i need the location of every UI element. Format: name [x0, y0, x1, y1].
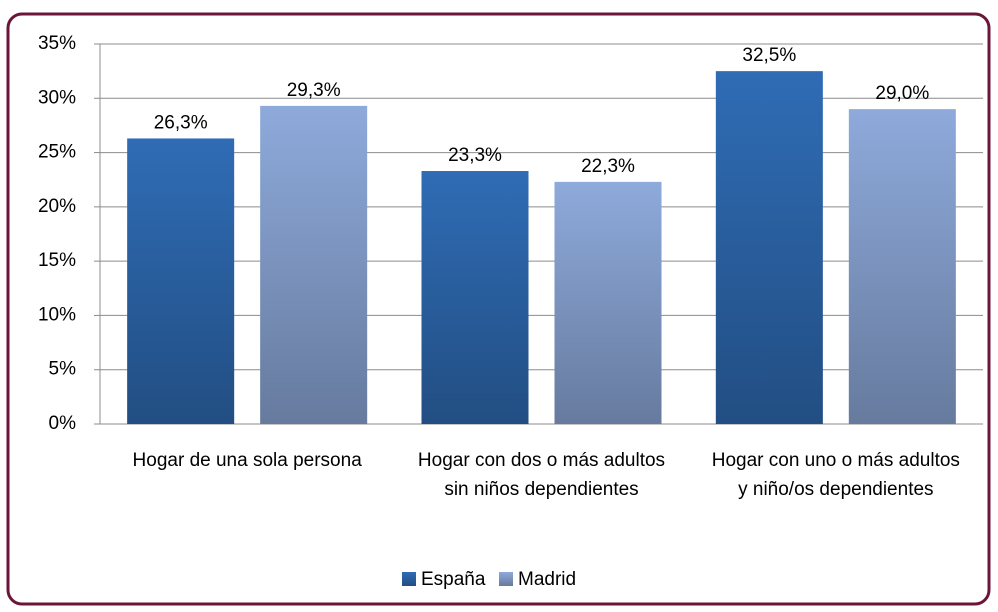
value-label: 26,3%	[154, 112, 208, 133]
bar	[848, 109, 956, 425]
bar	[260, 105, 368, 424]
y-tick-label: 30%	[38, 87, 76, 108]
bar	[127, 138, 235, 424]
y-tick-label: 15%	[38, 250, 76, 271]
legend-swatch-shade	[402, 572, 416, 586]
bar	[421, 171, 529, 424]
y-tick-label: 35%	[38, 33, 76, 54]
y-tick-label: 25%	[38, 142, 76, 163]
bar	[554, 181, 662, 424]
bar	[715, 71, 823, 425]
legend-label: Madrid	[518, 569, 576, 590]
legend-swatch-shade	[499, 572, 513, 586]
legend-label: España	[421, 569, 486, 590]
x-tick-label: Hogar de una sola persona	[132, 450, 362, 471]
value-label: 22,3%	[581, 156, 635, 177]
value-label: 29,0%	[875, 83, 929, 104]
value-label: 29,3%	[287, 80, 341, 101]
y-tick-label: 5%	[49, 359, 77, 380]
y-tick-label: 20%	[38, 196, 76, 217]
x-tick-label: Hogar con dos o más adultos sin niños de…	[417, 450, 666, 500]
value-label: 32,5%	[742, 45, 796, 66]
x-tick-label: Hogar con uno o más adultos y niño/os de…	[711, 450, 960, 500]
y-tick-label: 0%	[49, 413, 77, 434]
value-label: 23,3%	[448, 145, 502, 166]
y-tick-label: 10%	[38, 304, 76, 325]
